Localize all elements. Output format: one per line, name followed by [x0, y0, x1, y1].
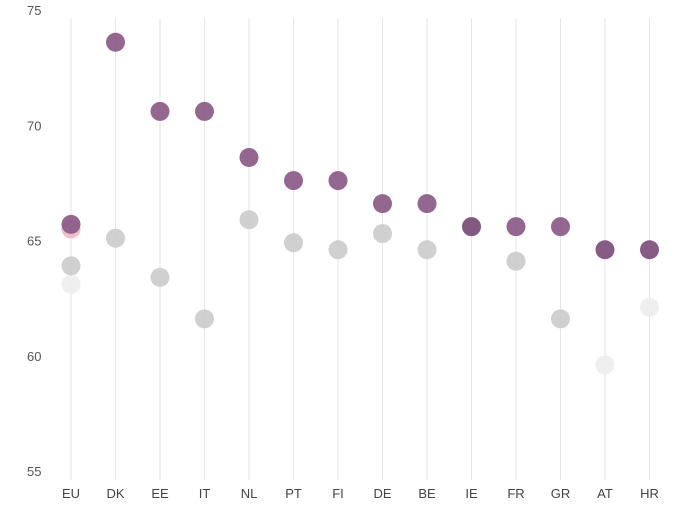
data-point-dk-4: [106, 228, 125, 248]
x-tick-label-ee: EE: [151, 486, 169, 501]
data-point-dk-5: [106, 32, 125, 52]
data-point-hr-28: [640, 297, 659, 317]
x-tick-label-pt: PT: [285, 486, 302, 501]
data-point-fr-23: [506, 217, 526, 237]
y-tick-label-65: 65: [27, 234, 41, 249]
data-point-eu-3: [61, 214, 81, 234]
data-point-be-19: [417, 194, 437, 214]
x-tick-label-it: IT: [199, 486, 211, 501]
data-point-ee-7: [150, 101, 170, 121]
gridlines: [70, 18, 650, 480]
data-point-at-27: [595, 240, 615, 260]
data-point-gr-24: [551, 309, 570, 329]
data-point-it-8: [195, 309, 214, 329]
y-tick-label-55: 55: [27, 464, 41, 479]
data-point-fi-15: [328, 171, 348, 191]
data-point-pt-13: [284, 171, 303, 191]
x-tick-label-nl: NL: [241, 486, 258, 501]
x-tick-label-ie: IE: [465, 486, 478, 501]
y-tick-label-70: 70: [27, 118, 41, 133]
x-tick-label-hr: HR: [640, 486, 659, 501]
x-tick-label-at: AT: [597, 486, 613, 501]
x-tick-label-gr: GR: [551, 486, 571, 501]
data-point-at-26: [595, 355, 615, 375]
y-tick-label-75: 75: [27, 3, 41, 18]
data-point-nl-10: [239, 210, 259, 230]
data-point-pt-12: [284, 233, 303, 253]
x-tick-label-eu: EU: [62, 486, 80, 501]
x-axis-ticks: EU DK EE IT NL PT FI DE BE IE FR GR AT HR: [62, 486, 659, 501]
data-point-it-9: [195, 101, 214, 121]
data-point-ie-21: [462, 217, 481, 237]
data-point-eu-0: [61, 274, 81, 294]
y-axis-ticks: 55 60 65 70 75: [27, 3, 41, 479]
data-point-de-16: [373, 224, 392, 244]
data-point-eu-1: [61, 256, 81, 276]
x-tick-label-be: BE: [418, 486, 436, 501]
data-point-gr-25: [551, 217, 570, 237]
x-tick-label-fr: FR: [507, 486, 524, 501]
y-tick-label-60: 60: [27, 349, 41, 364]
x-tick-label-dk: DK: [106, 486, 124, 501]
data-point-nl-11: [239, 148, 259, 168]
data-point-fr-22: [506, 251, 526, 271]
data-point-be-18: [417, 240, 437, 260]
data-point-hr-29: [640, 240, 659, 260]
data-point-de-17: [373, 194, 392, 214]
x-tick-label-de: DE: [373, 486, 391, 501]
data-points: [61, 32, 659, 375]
x-tick-label-fi: FI: [332, 486, 344, 501]
data-point-fi-14: [328, 240, 348, 260]
data-point-ee-6: [150, 267, 170, 287]
